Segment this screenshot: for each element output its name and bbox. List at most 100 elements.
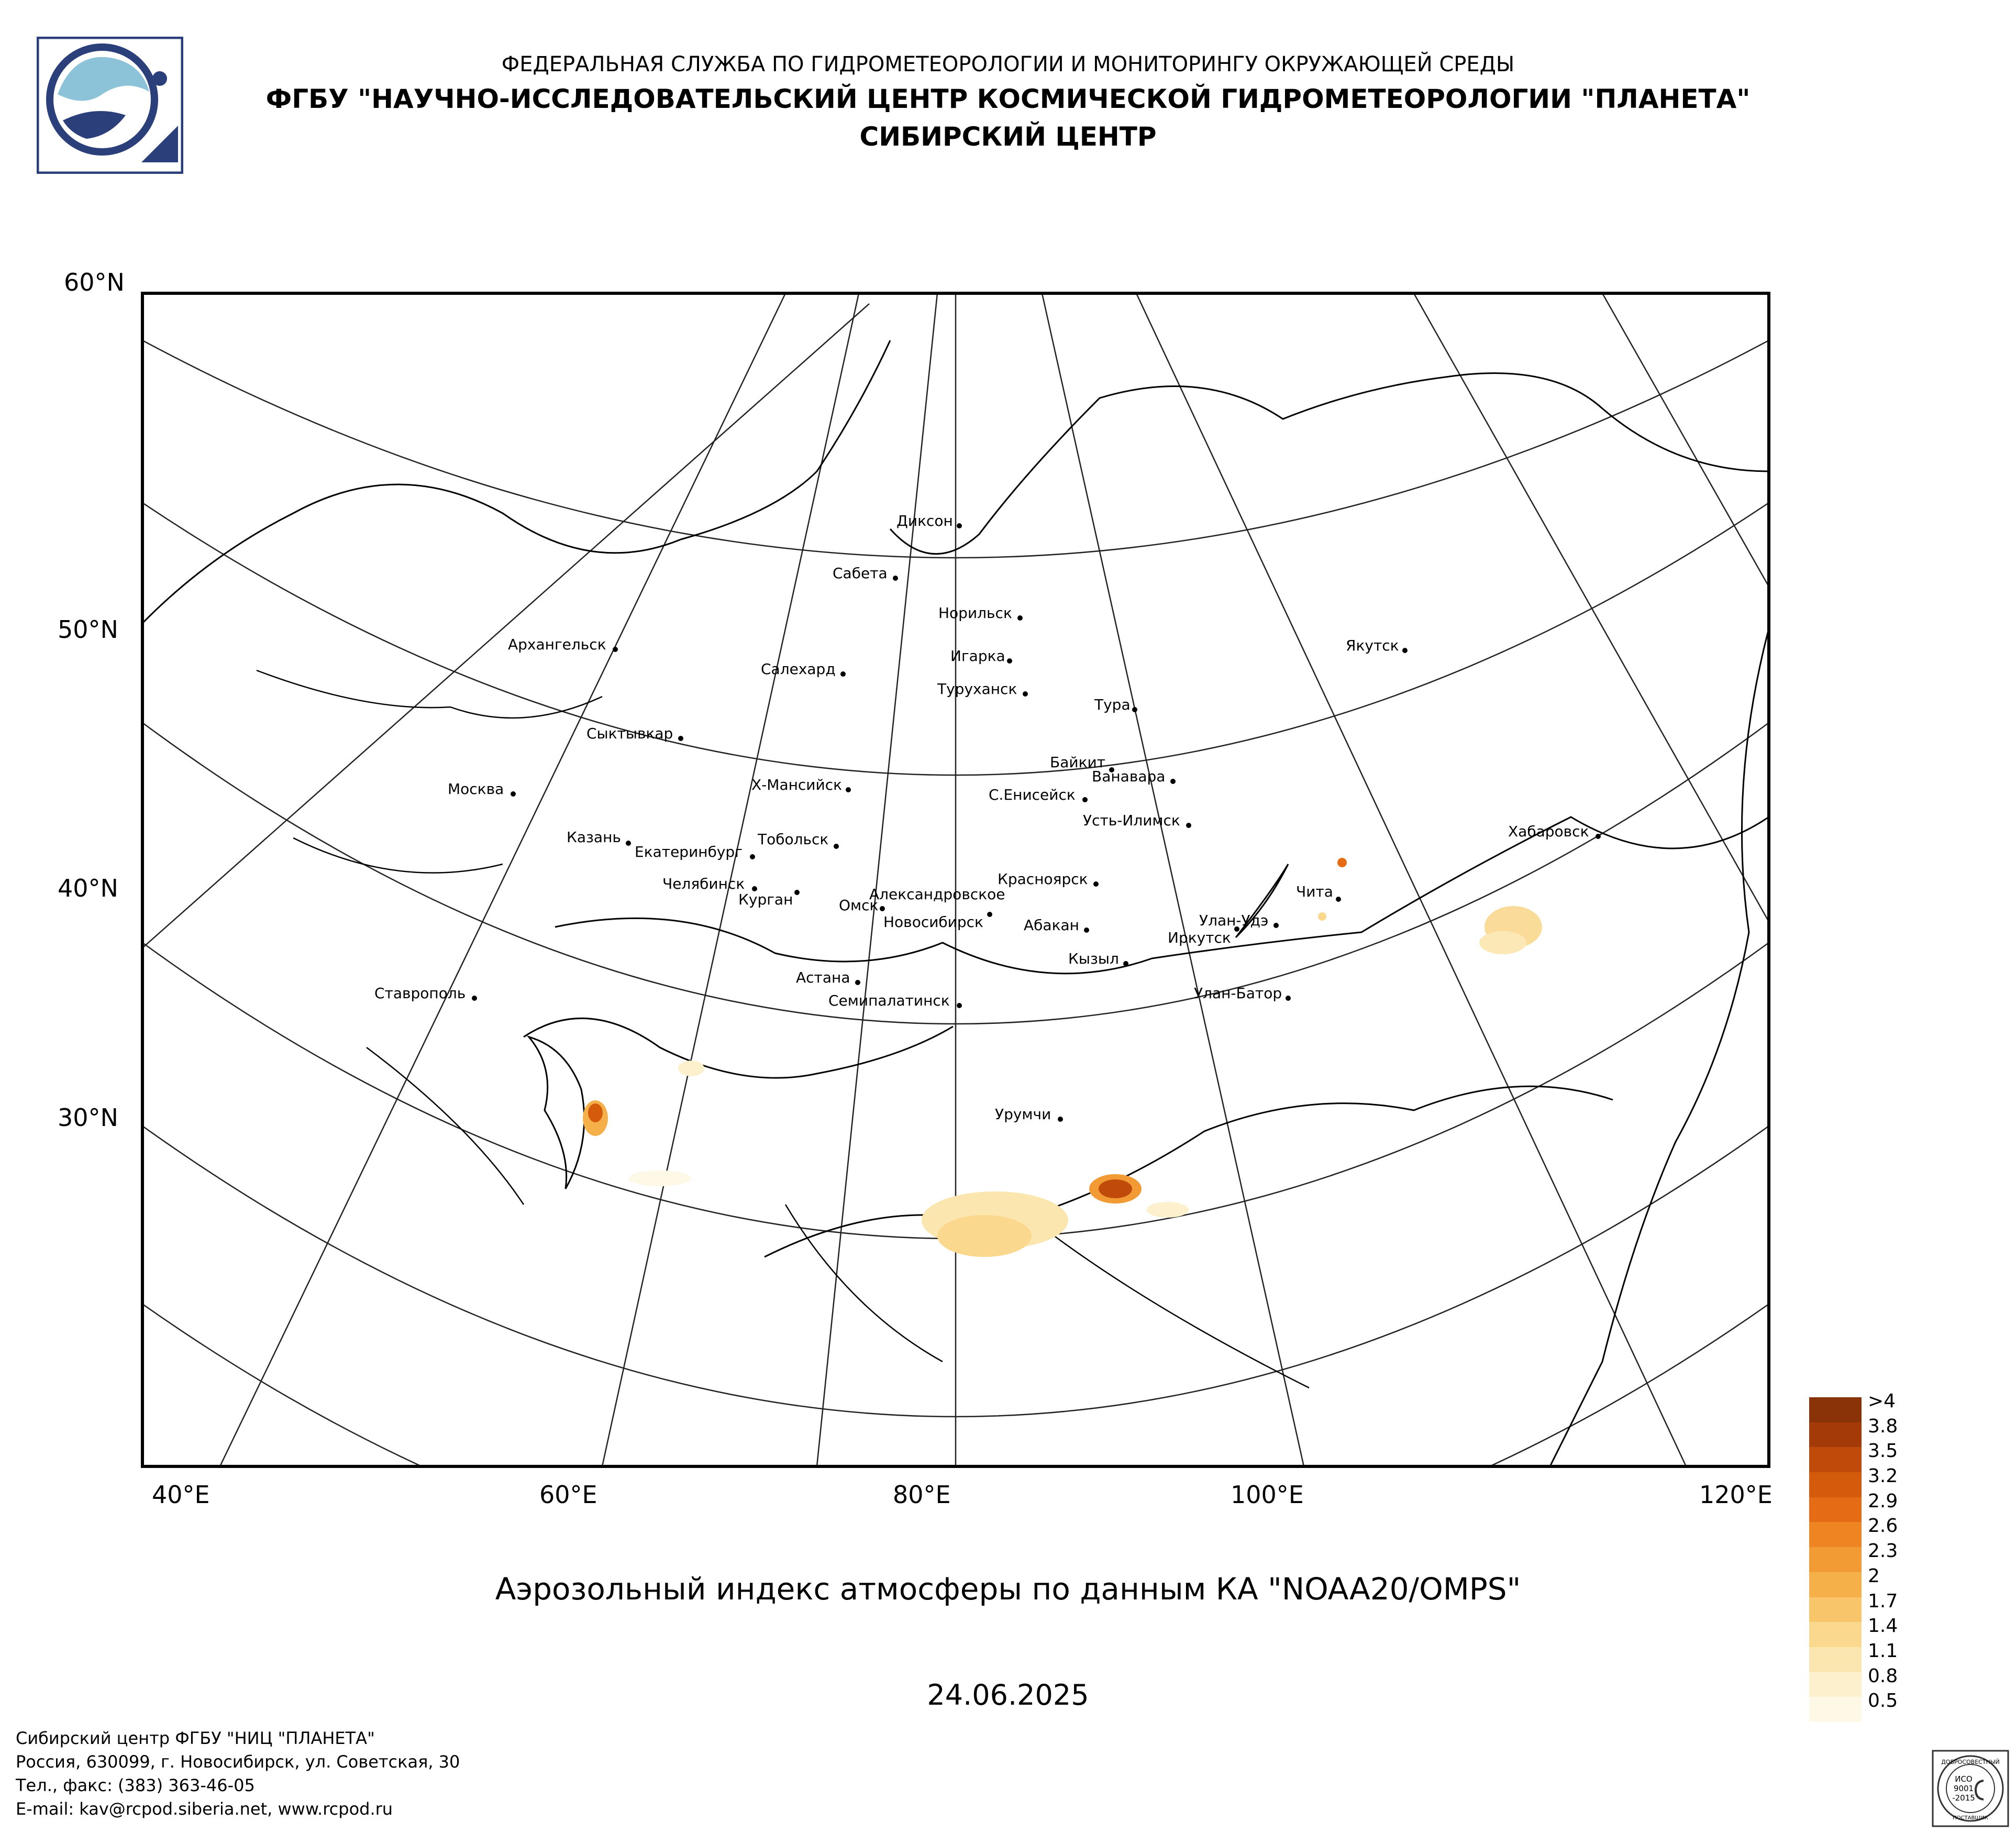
header-institute: ФГБУ "НАУЧНО-ИССЛЕДОВАТЕЛЬСКИЙ ЦЕНТР КОС… bbox=[265, 84, 1751, 114]
legend-swatch bbox=[1809, 1472, 1862, 1497]
city-label: Москва bbox=[448, 780, 504, 798]
internal-borders bbox=[256, 669, 1310, 1389]
city-label: Урумчи bbox=[995, 1106, 1051, 1123]
meridian-110 bbox=[1413, 293, 1769, 922]
china-border bbox=[764, 1085, 1613, 1258]
legend-label: 0.5 bbox=[1868, 1690, 1898, 1712]
stamp-bottom: ПОСТАВЩИК bbox=[1953, 1815, 1988, 1821]
city-label: Усть-Илимск bbox=[1083, 812, 1180, 829]
legend-swatch bbox=[1809, 1397, 1862, 1422]
map-date: 24.06.2025 bbox=[927, 1679, 1089, 1711]
city-label: Тобольск bbox=[757, 831, 828, 848]
legend-label: 2 bbox=[1868, 1565, 1880, 1587]
legend-swatch bbox=[1809, 1422, 1862, 1448]
lat-label-40: 40°N bbox=[58, 874, 118, 902]
lon-label-60: 60°E bbox=[539, 1481, 597, 1509]
stamp-top: ДОБРОСОВЕСТНЫЙ bbox=[1941, 1759, 2000, 1765]
legend-label: 1.4 bbox=[1868, 1615, 1898, 1637]
legend-label: 0.8 bbox=[1868, 1665, 1898, 1687]
legend-label: >4 bbox=[1868, 1390, 1896, 1412]
meridian-60 bbox=[601, 293, 860, 1466]
lon-label-80: 80°E bbox=[893, 1481, 951, 1509]
city-label: Семипалатинск bbox=[828, 992, 950, 1009]
map-frame bbox=[141, 292, 1770, 1468]
legend-label: 3.2 bbox=[1868, 1465, 1898, 1487]
lat-line-20 bbox=[142, 1303, 1769, 1466]
meridian-100 bbox=[1135, 293, 1687, 1466]
lon-label-100: 100°E bbox=[1231, 1481, 1304, 1509]
city-label: Диксон bbox=[896, 512, 953, 529]
legend-label: 3.8 bbox=[1868, 1415, 1898, 1437]
legend-swatch bbox=[1809, 1547, 1862, 1572]
legend-label: 2.9 bbox=[1868, 1490, 1898, 1512]
legend-swatch bbox=[1809, 1647, 1862, 1672]
aerosol-plume-southeast bbox=[1479, 906, 1542, 954]
legend-labels: >4 3.8 3.5 3.2 2.9 2.6 2.3 2 1.7 1.4 1.1 0.8 0.5 bbox=[1868, 1389, 1898, 1714]
city-label: Омск bbox=[839, 897, 878, 914]
aerosol-plume-aral bbox=[583, 1061, 704, 1186]
map-title: Аэрозольный индекс атмосферы по данным К… bbox=[495, 1571, 1521, 1607]
legend-swatch bbox=[1809, 1597, 1862, 1622]
city-label: Александровское bbox=[869, 886, 1005, 903]
lat-label-30: 30°N bbox=[58, 1103, 118, 1132]
city-label: С.Енисейск bbox=[989, 786, 1076, 803]
city-label: Туруханск bbox=[937, 680, 1017, 698]
city-label: Салехард bbox=[761, 660, 836, 678]
city-label: Чита bbox=[1296, 883, 1333, 900]
city-label: Казань bbox=[567, 829, 621, 846]
city-label: Новосибирск bbox=[883, 913, 983, 931]
arctic-coastline bbox=[142, 340, 1769, 624]
meridian-90 bbox=[1041, 293, 1305, 1466]
city-label: Екатеринбург bbox=[635, 843, 743, 860]
city-label: Челябинск bbox=[662, 875, 745, 892]
city-label: Абакан bbox=[1024, 916, 1079, 934]
stamp-mid2: 9001 bbox=[1954, 1784, 1974, 1793]
city-label: Астана bbox=[796, 969, 850, 986]
city-label: Архангельск bbox=[508, 636, 606, 653]
meridian-50 bbox=[219, 293, 787, 1466]
legend-swatch bbox=[1809, 1447, 1862, 1473]
baikal-lake bbox=[1235, 864, 1289, 938]
city-label: Улан-Батор bbox=[1194, 985, 1282, 1002]
city-label: Сыктывкар bbox=[586, 725, 673, 742]
legend-swatch bbox=[1809, 1572, 1862, 1597]
lat-label-60: 60°N bbox=[64, 268, 125, 296]
aerosol-map: Диксон Сабета Норильск Игарка Салехард Т… bbox=[58, 268, 1773, 1509]
lon-label-40: 40°E bbox=[152, 1481, 210, 1509]
legend-swatches bbox=[1809, 1397, 1862, 1722]
caspian-sea bbox=[526, 1035, 585, 1189]
city-label: Курган bbox=[738, 891, 793, 908]
city-label: Норильск bbox=[938, 604, 1012, 622]
city-label: Якутск bbox=[1346, 637, 1399, 654]
aerosol-legend: >4 3.8 3.5 3.2 2.9 2.6 2.3 2 1.7 1.4 1.1 0.8 0.5 bbox=[1809, 1390, 1966, 1722]
city-label: Улан-Удэ bbox=[1199, 912, 1268, 929]
aerosol-plume-taklamakan bbox=[922, 1174, 1189, 1257]
city-label: Байкит bbox=[1050, 754, 1105, 771]
legend-swatch bbox=[1809, 1522, 1862, 1548]
city-label: Кызыл bbox=[1068, 950, 1119, 967]
legend-label: 1.1 bbox=[1868, 1640, 1898, 1662]
legend-label: 3.5 bbox=[1868, 1440, 1898, 1462]
legend-swatch bbox=[1809, 1497, 1862, 1522]
meridian-120 bbox=[1601, 293, 1769, 587]
footer-org: Сибирский центр ФГБУ "НИЦ "ПЛАНЕТА" bbox=[16, 1728, 375, 1748]
city-label: Ставрополь bbox=[374, 985, 466, 1002]
header-agency: ФЕДЕРАЛЬНАЯ СЛУЖБА ПО ГИДРОМЕТЕОРОЛОГИИ … bbox=[501, 52, 1515, 76]
header-center: СИБИРСКИЙ ЦЕНТР bbox=[859, 122, 1157, 152]
lon-label-120: 120°E bbox=[1699, 1481, 1773, 1509]
meridian-70 bbox=[816, 293, 938, 1466]
russia-south-border bbox=[555, 816, 1769, 975]
meridian-40 bbox=[142, 303, 870, 948]
legend-swatch bbox=[1809, 1672, 1862, 1697]
stamp-mid1: ИСО bbox=[1955, 1774, 1973, 1784]
kazakhstan-border bbox=[523, 1017, 954, 1079]
planeta-logo bbox=[37, 37, 183, 174]
legend-label: 2.6 bbox=[1868, 1515, 1898, 1537]
pacific-coastline bbox=[1549, 628, 1769, 1466]
city-label: Игарка bbox=[950, 647, 1005, 665]
footer-phone: Тел., факс: (383) 363-46-05 bbox=[16, 1775, 255, 1795]
footer-address: Россия, 630099, г. Новосибирск, ул. Сове… bbox=[16, 1752, 460, 1772]
city-label: Х-Мансийск bbox=[751, 776, 842, 793]
city-markers: Диксон Сабета Норильск Игарка Салехард Т… bbox=[374, 512, 1601, 1123]
iso-stamp: ДОБРОСОВЕСТНЫЙ ИСО 9001 -2015 ПОСТАВЩИК bbox=[1932, 1750, 2009, 1827]
